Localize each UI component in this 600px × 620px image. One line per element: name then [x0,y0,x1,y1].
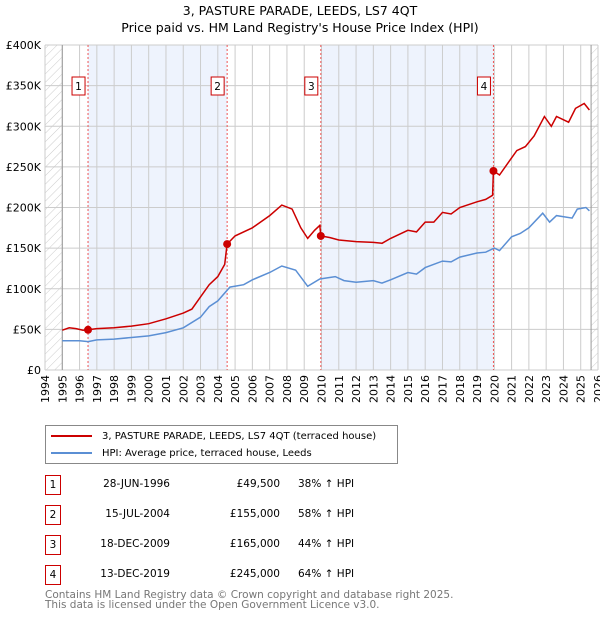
sale-label-box [304,76,319,96]
legend-label: HPI: Average price, terraced house, Leed… [102,447,312,459]
transaction-hpi-change: 58% ↑ HPI [298,508,355,520]
x-tick-label: 2009 [298,375,311,403]
footer-licence: This data is licensed under the Open Gov… [45,599,380,611]
transaction-number-badge: 4 [45,565,61,585]
chart-subtitle: Price paid vs. HM Land Registry's House … [121,20,479,35]
blue-line-swatch [51,452,92,454]
x-tick-label: 2008 [281,375,294,403]
transaction-date: 15-JUL-2004 [105,508,170,520]
y-tick-label: £250K [6,161,42,174]
x-tick-label: 1995 [56,375,69,403]
x-tick-label: 2003 [195,375,208,403]
transaction-price: £165,000 [229,538,280,550]
x-tick-label: 2011 [333,375,346,403]
transaction-price: £49,500 [236,478,280,490]
x-tick-label: 2002 [177,375,190,403]
x-tick-label: 2005 [229,375,242,403]
transaction-number-badge: 1 [45,475,61,495]
sale-point [316,231,325,240]
x-tick-label: 2021 [506,375,519,403]
sale-point [84,325,93,334]
sale-label-box [476,76,491,96]
x-tick-label: 1999 [125,375,138,403]
x-tick-label: 2012 [350,375,363,403]
x-tick-label: 2010 [316,375,329,403]
y-tick-label: £200K [6,202,42,215]
x-tick-label: 2000 [143,375,156,403]
y-tick-label: £0 [27,364,41,377]
transaction-date: 18-DEC-2009 [100,538,170,550]
legend-label: 3, PASTURE PARADE, LEEDS, LS7 4QT (terra… [102,430,377,442]
transaction-row: 4 13-DEC-2019 £245,000 64% ↑ HPI [45,565,565,585]
transaction-row: 2 15-JUL-2004 £155,000 58% ↑ HPI [45,505,565,525]
transaction-row: 3 18-DEC-2009 £165,000 44% ↑ HPI [45,535,565,555]
red-line-swatch [51,435,92,437]
x-tick-label: 2016 [419,375,432,403]
property-price-line [62,102,590,331]
price-chart: 1994 1995 1996 1997 1998 1999 2000 2001 2002 2003… [6,39,600,403]
x-tick-label: 2025 [575,375,588,403]
y-tick-label: £350K [6,80,42,93]
sale-label-box [71,76,86,96]
y-tick-label: £400K [6,39,42,52]
y-tick-label: £150K [6,242,42,255]
sale-label: 3 [308,81,315,93]
x-tick-label: 2018 [454,375,467,403]
x-tick-label: 1997 [91,375,104,403]
legend-item-hpi: HPI: Average price, terraced house, Leed… [46,445,312,461]
x-tick-label: 1996 [74,375,87,403]
sale-label: 4 [481,81,488,93]
transaction-price: £245,000 [229,568,280,580]
x-tick-label: 2024 [557,375,570,403]
x-tick-label: 2020 [488,375,501,403]
transaction-price: £155,000 [229,508,280,520]
transaction-date: 28-JUN-1996 [103,478,170,490]
hpi-line [62,206,590,343]
x-tick-label: 2022 [523,375,536,403]
transaction-hpi-change: 64% ↑ HPI [298,568,355,580]
x-tick-label: 2014 [385,375,398,403]
sale-label: 2 [214,81,221,93]
chart-title: 3, PASTURE PARADE, LEEDS, LS7 4QT [182,3,418,18]
x-tick-label: 2026 [592,375,600,403]
sale-label: 1 [75,81,82,93]
legend: 3, PASTURE PARADE, LEEDS, LS7 4QT (terra… [45,425,398,464]
x-tick-label: 1994 [39,375,52,403]
transaction-hpi-change: 38% ↑ HPI [298,478,355,490]
transaction-hpi-change: 44% ↑ HPI [298,538,355,550]
x-tick-label: 2007 [264,375,277,403]
x-tick-label: 2006 [246,375,259,403]
x-tick-label: 2013 [367,375,380,403]
transaction-date: 13-DEC-2019 [100,568,170,580]
transaction-number-badge: 3 [45,535,61,555]
x-tick-label: 1998 [108,375,121,403]
x-tick-label: 2001 [160,375,173,403]
x-tick-label: 2023 [540,375,553,403]
transaction-number-badge: 2 [45,505,61,525]
sale-point [223,240,232,249]
x-tick-label: 2019 [471,375,484,403]
y-tick-label: £300K [6,120,42,133]
x-tick-label: 2017 [436,375,449,403]
footer-copyright: Contains HM Land Registry data © Crown c… [45,589,454,601]
y-tick-label: £100K [6,283,42,296]
legend-item-property: 3, PASTURE PARADE, LEEDS, LS7 4QT (terra… [46,428,376,444]
y-tick-label: £50K [13,323,42,336]
sale-label-box [210,76,225,96]
transaction-row: 1 28-JUN-1996 £49,500 38% ↑ HPI [45,475,565,495]
x-tick-label: 2004 [212,375,225,403]
x-tick-label: 2015 [402,375,415,403]
sale-point [489,166,498,175]
